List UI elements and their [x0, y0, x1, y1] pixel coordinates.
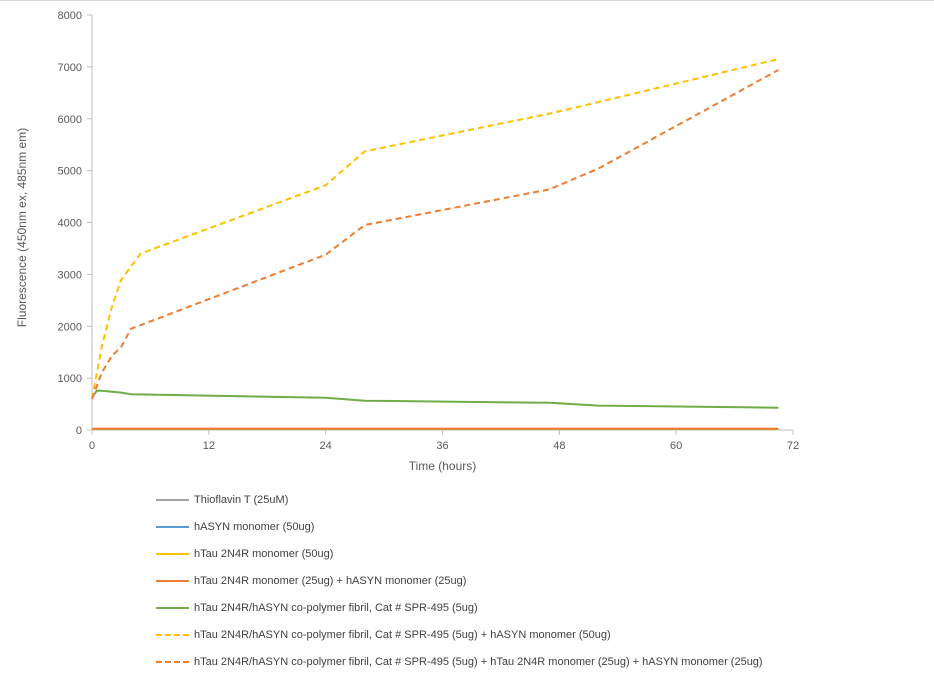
legend-item: hTau 2N4R/hASYN co-polymer fibril, Cat #…	[156, 648, 763, 675]
legend-swatch	[156, 633, 189, 636]
series-line-6	[91, 58, 779, 400]
y-axis-title: Fluorescence (450nm ex, 485nm em)	[15, 128, 29, 327]
x-tick-label: 36	[436, 440, 448, 452]
legend-label: hTau 2N4R/hASYN co-polymer fibril, Cat #…	[194, 628, 611, 641]
legend-label: hTau 2N4R monomer (25ug) + hASYN monomer…	[194, 574, 467, 587]
legend-item: hASYN monomer (50ug)	[156, 513, 763, 540]
legend-swatch	[156, 498, 189, 501]
y-tick-label: 7000	[58, 62, 82, 74]
x-tick-label: 0	[89, 440, 95, 452]
y-tick-label: 5000	[58, 166, 82, 178]
legend-swatch	[156, 552, 189, 555]
x-tick-label: 72	[787, 440, 799, 452]
legend-item: hTau 2N4R monomer (25ug) + hASYN monomer…	[156, 567, 763, 594]
chart-legend: Thioflavin T (25uM) hASYN monomer (50ug) h…	[156, 486, 763, 675]
x-tick-label: 24	[320, 440, 332, 452]
y-tick-label: 3000	[58, 269, 82, 281]
legend-swatch	[156, 525, 189, 528]
y-tick-label: 8000	[58, 10, 82, 22]
legend-label: Thioflavin T (25uM)	[194, 493, 289, 506]
line-chart: 0 1000 2000 3000 4000 5000 6000 7000 8000 0 12 24 3…	[0, 0, 934, 473]
legend-label: hTau 2N4R/hASYN co-polymer fibril, Cat #…	[194, 601, 478, 614]
x-tick-label: 60	[670, 440, 682, 452]
legend-item: hTau 2N4R/hASYN co-polymer fibril, Cat #…	[156, 594, 763, 621]
y-axis: 0 1000 2000 3000 4000 5000 6000 7000 8000	[58, 10, 93, 437]
legend-swatch	[156, 606, 189, 609]
y-tick-label: 1000	[58, 373, 82, 385]
y-tick-label: 0	[76, 425, 82, 437]
x-axis-title: Time (hours)	[409, 459, 477, 473]
y-tick-label: 6000	[58, 114, 82, 126]
legend-swatch	[156, 660, 189, 663]
series-line-7	[91, 69, 779, 400]
x-axis: 0 12 24 36 48 60 72	[89, 429, 799, 452]
legend-swatch	[156, 579, 189, 582]
x-tick-label: 12	[203, 440, 215, 452]
legend-label: hTau 2N4R monomer (50ug)	[194, 547, 334, 560]
series-layer	[91, 58, 779, 430]
series-line-5	[91, 389, 779, 409]
legend-item: hTau 2N4R monomer (50ug)	[156, 540, 763, 567]
y-tick-label: 2000	[58, 321, 82, 333]
legend-item: Thioflavin T (25uM)	[156, 486, 763, 513]
legend-item: hTau 2N4R/hASYN co-polymer fibril, Cat #…	[156, 621, 763, 648]
legend-label: hTau 2N4R/hASYN co-polymer fibril, Cat #…	[194, 655, 763, 668]
y-tick-label: 4000	[58, 218, 82, 230]
x-tick-label: 48	[553, 440, 565, 452]
legend-label: hASYN monomer (50ug)	[194, 520, 315, 533]
